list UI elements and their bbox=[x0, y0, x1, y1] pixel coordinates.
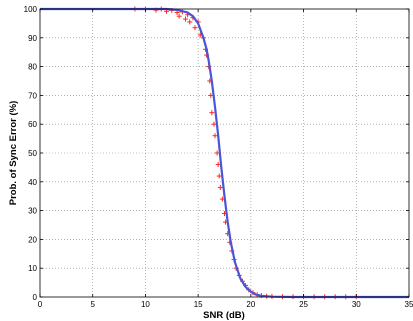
y-tick-label: 60 bbox=[28, 120, 37, 129]
y-tick-label: 50 bbox=[28, 149, 37, 158]
y-tick-label: 90 bbox=[28, 34, 37, 43]
scatter-point bbox=[215, 162, 221, 168]
y-tick-label: 10 bbox=[28, 264, 37, 273]
x-tick-label: 0 bbox=[38, 300, 43, 309]
scatter-point bbox=[216, 173, 222, 179]
scatter-point bbox=[209, 110, 215, 116]
scatter-point bbox=[187, 19, 193, 25]
plot-border bbox=[39, 8, 410, 298]
y-tick-label: 40 bbox=[28, 178, 37, 187]
y-tick-label: 30 bbox=[28, 207, 37, 216]
x-tick-label: 5 bbox=[90, 300, 95, 309]
scatter-point bbox=[192, 25, 198, 31]
scatter-point bbox=[182, 16, 188, 22]
grid-lines bbox=[40, 9, 409, 297]
x-tick-label: 25 bbox=[299, 300, 308, 309]
y-tick-label: 20 bbox=[28, 235, 37, 244]
x-axis-ticks: 0 5 10 15 20 25 30 35 bbox=[38, 9, 413, 309]
fit-curve-line bbox=[40, 7, 409, 299]
y-tick-label: 100 bbox=[24, 5, 38, 14]
x-tick-label: 10 bbox=[141, 300, 150, 309]
y-axis-label: Prob. of Sync Error (%) bbox=[8, 101, 19, 206]
scatter-point bbox=[217, 185, 223, 191]
scatter-point bbox=[176, 13, 182, 19]
x-tick-label: 35 bbox=[405, 300, 413, 309]
y-tick-label: 0 bbox=[33, 293, 38, 302]
scatter-point bbox=[208, 92, 214, 98]
x-tick-label: 15 bbox=[194, 300, 203, 309]
fit-curve-series bbox=[40, 7, 409, 299]
y-tick-label: 80 bbox=[28, 63, 37, 72]
scatter-point bbox=[211, 121, 217, 127]
scatter-point bbox=[212, 133, 218, 139]
y-axis-ticks: 0 10 20 30 40 50 60 70 80 90 100 bbox=[24, 5, 409, 302]
x-tick-label: 30 bbox=[352, 300, 361, 309]
plot-frame bbox=[39, 8, 410, 298]
x-tick-label: 20 bbox=[246, 300, 255, 309]
y-tick-label: 70 bbox=[28, 91, 37, 100]
x-axis-label: SNR (dB) bbox=[203, 310, 245, 321]
